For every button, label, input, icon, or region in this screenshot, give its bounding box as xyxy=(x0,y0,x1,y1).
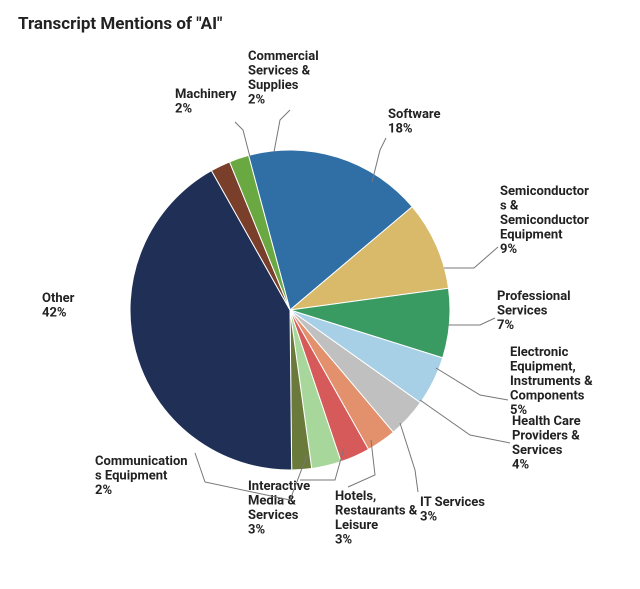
leader-line xyxy=(274,110,290,152)
slice-label: Other42% xyxy=(42,291,75,321)
slice-label: ProfessionalServices7% xyxy=(497,289,571,333)
leader-line xyxy=(372,138,386,182)
slice-label: Health CareProviders &Services4% xyxy=(512,414,581,473)
slice-label: InteractiveMedia &Services3% xyxy=(248,479,310,538)
slice-label: Semiconductors &SemiconductorEquipment9% xyxy=(500,184,589,257)
leader-line xyxy=(235,122,250,157)
slice-label: CommercialServices &Supplies2% xyxy=(248,49,319,108)
leader-line xyxy=(448,318,495,325)
leader-line xyxy=(436,368,508,400)
slice-label: Software18% xyxy=(388,107,441,137)
leader-line xyxy=(444,247,498,268)
slice-label: Machinery2% xyxy=(175,87,237,117)
slice-label: Hotels,Restaurants &Leisure3% xyxy=(335,489,418,548)
pie-chart: Software18% Semiconductors &Semiconductor… xyxy=(0,0,640,589)
slice-label: IT Services3% xyxy=(420,495,485,525)
leader-line xyxy=(420,400,510,443)
leader-line xyxy=(400,423,418,492)
chart-title: Transcript Mentions of "AI" xyxy=(18,14,222,34)
slice-label: Communications Equipment2% xyxy=(95,454,188,498)
chart-container: Transcript Mentions of "AI" Software18%S… xyxy=(0,0,640,589)
slice-label: ElectronicEquipment,Instruments &Compone… xyxy=(510,345,593,418)
